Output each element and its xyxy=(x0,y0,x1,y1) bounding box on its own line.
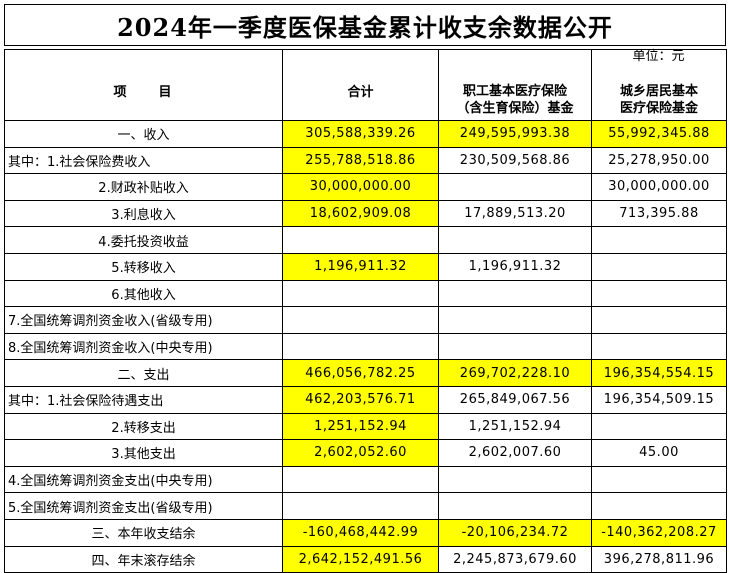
cell-resident xyxy=(591,252,727,281)
cell-total xyxy=(282,279,439,308)
row-label: 其中：1.社会保险待遇支出 xyxy=(4,385,283,414)
cell-total xyxy=(282,465,439,494)
cell-resident: 713,395.88 xyxy=(591,199,727,228)
cell-total: 466,056,782.25 xyxy=(282,359,439,387)
cell-employee xyxy=(438,306,592,334)
cell-total: 1,196,911.32 xyxy=(282,252,439,281)
table-row: 4.全国统筹调剂资金支出(中央专用) xyxy=(4,465,727,494)
cell-resident: 25,278,950.00 xyxy=(591,146,727,175)
row-label: 4.委托投资收益 xyxy=(4,226,283,254)
cell-resident: 196,354,509.15 xyxy=(591,385,727,414)
cell-total: 2,642,152,491.56 xyxy=(282,545,439,573)
table-row: 5.全国统筹调剂资金支出(省级专用) xyxy=(4,492,727,520)
row-label: 6.其他收入 xyxy=(4,279,283,308)
table-row: 3.其他支出 2,602,052.60 2,602,007.60 45.00 xyxy=(4,439,727,467)
row-label: 5.全国统筹调剂资金支出(省级专用) xyxy=(4,492,283,520)
table-row: 一、收入 305,588,339.26 249,595,993.38 55,992,3… xyxy=(4,120,727,148)
cell-total: 1,251,152.94 xyxy=(282,412,439,441)
table-row: 8.全国统筹调剂资金收入(中央专用) xyxy=(4,332,727,361)
row-label: 5.转移收入 xyxy=(4,252,283,281)
cell-total: 255,788,518.86 xyxy=(282,146,439,175)
row-label: 其中：1.社会保险费收入 xyxy=(4,146,283,175)
cell-employee xyxy=(438,332,592,361)
cell-resident: 55,992,345.88 xyxy=(591,120,727,148)
cell-resident xyxy=(591,412,727,441)
cell-resident xyxy=(591,465,727,494)
cell-total: 30,000,000.00 xyxy=(282,173,439,201)
cell-total: 2,602,052.60 xyxy=(282,439,439,467)
cell-employee xyxy=(438,492,592,520)
cell-total xyxy=(282,332,439,361)
header-resident-line1: 城乡居民基本 xyxy=(619,84,698,99)
cell-resident: 30,000,000.00 xyxy=(591,173,727,201)
cell-employee: -20,106,234.72 xyxy=(438,518,592,547)
cell-employee: 2,245,873,679.60 xyxy=(438,545,592,573)
cell-employee: 1,196,911.32 xyxy=(438,252,592,281)
table-row: 2.财政补贴收入 30,000,000.00 30,000,000.00 xyxy=(4,173,727,201)
row-label: 2.转移支出 xyxy=(4,412,283,441)
row-label: 四、年末滚存结余 xyxy=(4,545,283,573)
cell-resident: 45.00 xyxy=(591,439,727,467)
cell-employee: 1,251,152.94 xyxy=(438,412,592,441)
row-label: 7.全国统筹调剂资金收入(省级专用) xyxy=(4,306,283,334)
cell-total: 305,588,339.26 xyxy=(282,120,439,148)
row-label: 一、收入 xyxy=(4,120,283,148)
row-label: 4.全国统筹调剂资金支出(中央专用) xyxy=(4,465,283,494)
report-frame: 2024年一季度医保基金累计收支余数据公开 项 目 合计 职工基本医疗保险 （含… xyxy=(4,4,727,573)
cell-employee xyxy=(438,173,592,201)
report-title: 2024年一季度医保基金累计收支余数据公开 xyxy=(4,4,726,46)
table-row: 6.其他收入 xyxy=(4,279,727,308)
cell-total xyxy=(282,226,439,254)
table-row: 7.全国统筹调剂资金收入(省级专用) xyxy=(4,306,727,334)
table-row: 三、本年收支结余 -160,468,442.99 -20,106,234.72 -14… xyxy=(4,518,727,547)
cell-total xyxy=(282,306,439,334)
row-label: 二、支出 xyxy=(4,359,283,387)
table-row: 3.利息收入 18,602,909.08 17,889,513.20 713,395.… xyxy=(4,199,727,228)
cell-employee: 265,849,067.56 xyxy=(438,385,592,414)
fund-table: 项 目 合计 职工基本医疗保险 （含生育保险）基金 城乡居民基本 医疗保险基金 … xyxy=(4,49,727,573)
cell-total xyxy=(282,492,439,520)
table-row: 2.转移支出 1,251,152.94 1,251,152.94 xyxy=(4,412,727,441)
table-row: 其中：1.社会保险待遇支出 462,203,576.71 265,849,067.5… xyxy=(4,385,727,414)
row-label: 3.其他支出 xyxy=(4,439,283,467)
cell-total: 462,203,576.71 xyxy=(282,385,439,414)
cell-employee: 17,889,513.20 xyxy=(438,199,592,228)
cell-resident xyxy=(591,279,727,308)
cell-resident xyxy=(591,332,727,361)
row-label: 2.财政补贴收入 xyxy=(4,173,283,201)
table-row: 4.委托投资收益 xyxy=(4,226,727,254)
table-row: 四、年末滚存结余 2,642,152,491.56 2,245,873,679.60… xyxy=(4,545,727,573)
cell-resident: -140,362,208.27 xyxy=(591,518,727,547)
header-item: 项 目 xyxy=(4,49,283,121)
cell-employee xyxy=(438,226,592,254)
cell-resident xyxy=(591,492,727,520)
row-label: 三、本年收支结余 xyxy=(4,518,283,547)
cell-total: -160,468,442.99 xyxy=(282,518,439,547)
header-resident-line2: 医疗保险基金 xyxy=(619,101,698,116)
row-label: 3.利息收入 xyxy=(4,199,283,228)
header-employee-line2: （含生育保险）基金 xyxy=(456,101,574,116)
cell-resident xyxy=(591,306,727,334)
cell-employee xyxy=(438,279,592,308)
header-employee-line1: 职工基本医疗保险 xyxy=(462,84,567,99)
unit-label: 单位：元 xyxy=(632,49,685,64)
header-resident-fund: 城乡居民基本 医疗保险基金 xyxy=(591,49,727,121)
header-total: 合计 xyxy=(282,49,439,121)
cell-employee xyxy=(438,465,592,494)
cell-employee: 269,702,228.10 xyxy=(438,359,592,387)
cell-resident: 396,278,811.96 xyxy=(591,545,727,573)
cell-total: 18,602,909.08 xyxy=(282,199,439,228)
row-label: 8.全国统筹调剂资金收入(中央专用) xyxy=(4,332,283,361)
header-row: 项 目 合计 职工基本医疗保险 （含生育保险）基金 城乡居民基本 医疗保险基金 xyxy=(4,49,727,121)
table-row: 其中：1.社会保险费收入 255,788,518.86 230,509,568.86… xyxy=(4,146,727,175)
cell-employee: 230,509,568.86 xyxy=(438,146,592,175)
table-body: 一、收入 305,588,339.26 249,595,993.38 55,992,3… xyxy=(4,120,727,573)
cell-employee: 249,595,993.38 xyxy=(438,120,592,148)
cell-resident: 196,354,554.15 xyxy=(591,359,727,387)
cell-employee: 2,602,007.60 xyxy=(438,439,592,467)
header-employee-fund: 职工基本医疗保险 （含生育保险）基金 xyxy=(438,49,592,121)
cell-resident xyxy=(591,226,727,254)
table-row: 二、支出 466,056,782.25 269,702,228.10 196,354,… xyxy=(4,359,727,387)
table-row: 5.转移收入 1,196,911.32 1,196,911.32 xyxy=(4,252,727,281)
